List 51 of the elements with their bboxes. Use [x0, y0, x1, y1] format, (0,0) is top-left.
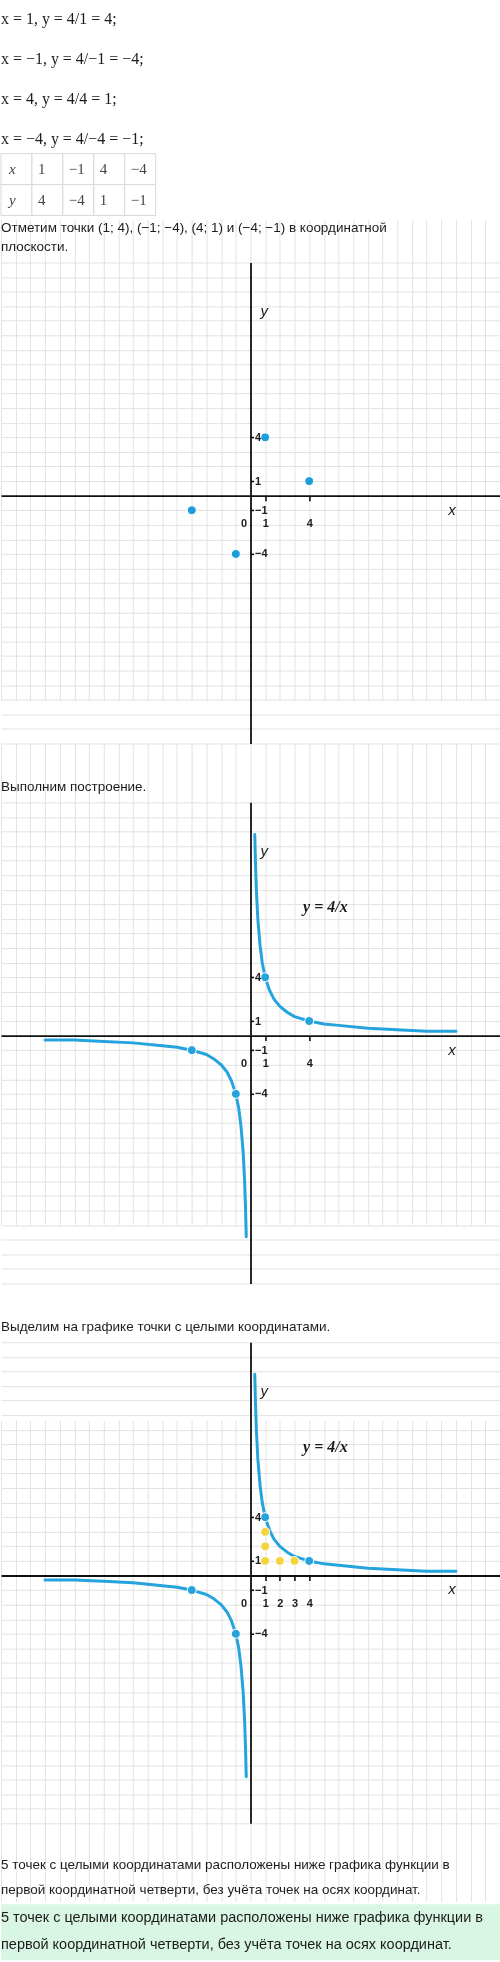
point	[304, 1555, 315, 1566]
y-tick-label: −1	[254, 1583, 268, 1596]
y-tick-label: 4	[254, 1510, 262, 1523]
data-label: 1	[37, 161, 46, 178]
y-tick-label: −4	[254, 1087, 269, 1100]
y-tick-label: 4	[254, 430, 262, 443]
text: 5 точек с целыми координатами расположены ниже графика функции в первой координатной четверти, без учёта точек на осях координат.	[1, 1857, 450, 1898]
data-label: −4	[68, 192, 86, 209]
data-label: 4	[37, 192, 46, 209]
point	[289, 1555, 300, 1566]
x-tick-label: 4	[306, 1057, 314, 1070]
x-axis-title: x	[447, 500, 457, 518]
point	[260, 1541, 271, 1552]
x-tick-label: 0	[240, 1596, 248, 1609]
y-tick-label: 1	[254, 1554, 262, 1567]
data-label: −4	[130, 161, 148, 178]
x-axis-title: x	[447, 1040, 457, 1058]
y-tick-label: −4	[254, 547, 269, 560]
y-tick-label: 1	[254, 1014, 262, 1027]
y-tick-label: −1	[254, 503, 268, 516]
x-tick-label: 2	[277, 1596, 284, 1609]
point	[260, 1555, 271, 1566]
text: y = 4/x	[301, 898, 348, 917]
chart-title: Выполним построение.	[1, 779, 147, 795]
data-label: 1	[99, 192, 108, 209]
y-tick-label: 4	[254, 970, 262, 983]
text: x = 4, y = 4/4 = 1;	[1, 89, 117, 108]
data-label: −1	[68, 161, 85, 178]
x-tick-label: 3	[291, 1596, 299, 1609]
x-tick-label: 4	[306, 1596, 314, 1609]
x-tick-label: 0	[240, 517, 248, 530]
x-tick-label: 4	[306, 517, 314, 530]
y-tick-label: 1	[254, 474, 262, 487]
text: x = 1, y = 4/1 = 4;	[1, 9, 117, 28]
text: 5 точек с целыми координатами расположены ниже графика функции в первой координатной четверти, без учёта точек на осях координат.	[1, 1909, 484, 1953]
y-tick-label: −1	[254, 1043, 268, 1056]
chart-title: Отметим точки (1; 4), (−1; −4), (4; 1) и (−4; −1) в координатной плоскости.	[1, 220, 387, 255]
data-label: 4	[99, 161, 108, 178]
point	[260, 1526, 271, 1537]
chart-title: Выделим на графике точки с целыми координатами.	[1, 1319, 331, 1335]
y-tick-label: −4	[254, 1627, 269, 1640]
text: x = −4, y = 4/−4 = −1;	[1, 129, 144, 148]
point	[260, 1512, 271, 1523]
x-axis-title: x	[447, 1580, 457, 1598]
point	[186, 1585, 197, 1596]
data-label: −1	[130, 192, 147, 209]
x-tick-label: 0	[240, 1057, 248, 1070]
point	[230, 1628, 241, 1639]
text: x = −1, y = 4/−1 = −4;	[1, 49, 144, 68]
point	[274, 1555, 285, 1566]
text: y = 4/x	[301, 1438, 348, 1457]
